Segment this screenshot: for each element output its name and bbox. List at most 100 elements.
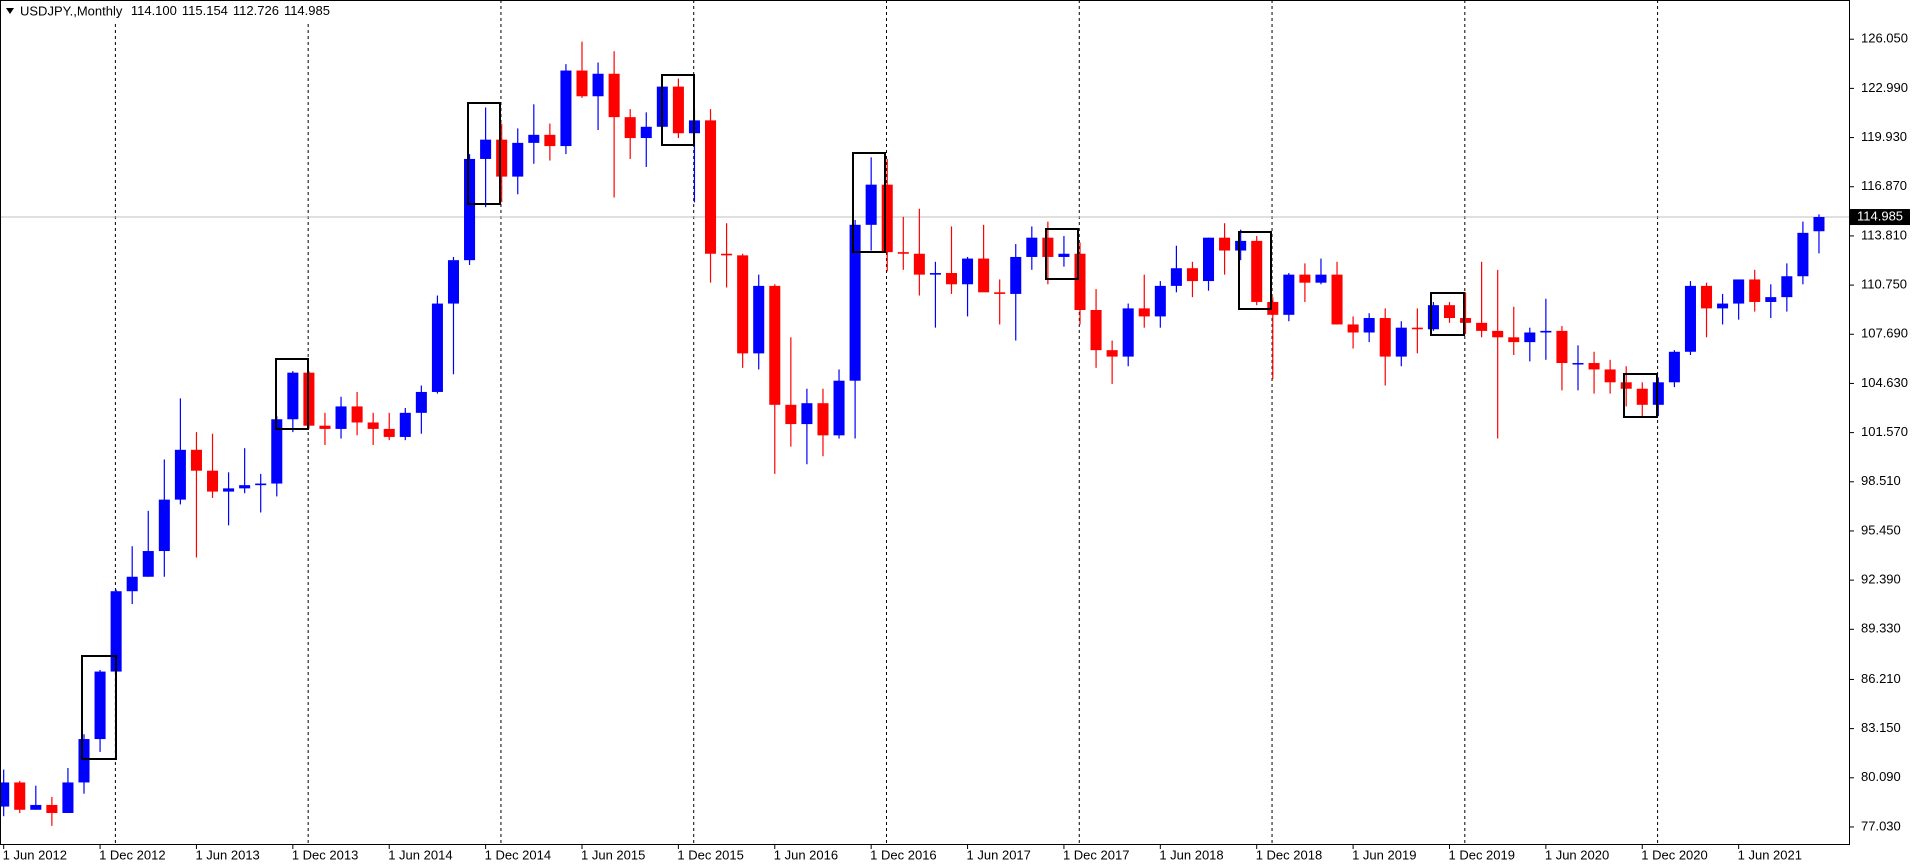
candle-body — [1235, 240, 1247, 251]
candle-body — [158, 499, 170, 552]
candle-body — [399, 412, 411, 437]
candle-body — [1090, 309, 1102, 351]
y-tick-label: 126.050 — [1861, 31, 1908, 46]
y-tick-label: 83.150 — [1861, 720, 1901, 735]
candle-body — [1106, 350, 1118, 357]
candle-body — [1781, 276, 1793, 298]
x-tick-label: 1 Jun 2021 — [1738, 847, 1802, 862]
annotation-box[interactable] — [1623, 373, 1658, 418]
candle-body — [1058, 253, 1070, 257]
candle-body — [1765, 297, 1777, 302]
candle-body — [1042, 237, 1054, 257]
candle-body — [496, 139, 508, 177]
candle-body — [1443, 305, 1456, 319]
x-tick-label: 1 Dec 2013 — [292, 847, 359, 862]
candle-body — [319, 425, 331, 429]
header-value: 112.726 — [233, 3, 279, 18]
candle-body — [897, 252, 909, 254]
y-tick-label: 77.030 — [1861, 818, 1901, 833]
candle-body — [287, 372, 299, 420]
candle-body — [833, 380, 845, 436]
annotation-box[interactable] — [275, 358, 309, 430]
candle-body — [881, 184, 893, 253]
candle-body — [576, 70, 588, 97]
candle-body — [464, 158, 476, 261]
candle-body — [1797, 232, 1809, 277]
x-tick-label: 1 Dec 2016 — [870, 847, 937, 862]
y-tick-label: 80.090 — [1861, 769, 1901, 784]
y-tick-label: 113.810 — [1861, 227, 1907, 242]
candle-body — [1749, 279, 1761, 302]
y-tick-label: 107.690 — [1861, 326, 1908, 341]
candle-body — [592, 73, 604, 97]
candle-body — [431, 303, 443, 392]
x-tick-label: 1 Jun 2015 — [581, 847, 645, 862]
candle-body — [913, 253, 925, 275]
price-axis: 77.030 80.090 83.150 86.210 89.330 92.390 95.4… — [3, 31, 1910, 862]
candle-body — [1556, 330, 1568, 364]
y-tick-label: 101.570 — [1861, 424, 1908, 439]
candle-body — [624, 117, 636, 139]
candle-body — [1251, 240, 1263, 302]
candle-body — [1652, 382, 1664, 405]
candle-body — [1154, 285, 1166, 317]
candle-body — [1476, 322, 1488, 331]
candle-body — [1572, 363, 1584, 365]
candle-body — [1315, 274, 1327, 283]
candle-body — [1717, 303, 1729, 309]
candle-body — [174, 449, 186, 500]
x-tick-label: 1 Jun 2019 — [1352, 847, 1416, 862]
candle-body — [94, 671, 106, 740]
candle-body — [978, 258, 990, 293]
x-tick-label: 1 Jun 2012 — [3, 847, 67, 862]
candle-body — [1524, 332, 1536, 343]
candles — [0, 41, 1825, 826]
y-tick-label: 110.750 — [1861, 277, 1907, 292]
x-tick-label: 1 Dec 2017 — [1063, 847, 1130, 862]
candle-body — [1267, 301, 1279, 315]
x-tick-label: 1 Jun 2014 — [388, 847, 452, 862]
y-tick-label: 116.870 — [1861, 178, 1907, 193]
header-value: 114.100 — [131, 3, 177, 18]
annotation-box[interactable] — [1045, 228, 1079, 280]
candle-body — [1170, 268, 1182, 286]
candle-body — [30, 804, 42, 810]
annotation-box[interactable] — [81, 655, 117, 760]
candle-body — [1122, 308, 1134, 357]
header-value: 114.985 — [284, 3, 330, 18]
candle-body — [1540, 330, 1552, 333]
candle-body — [239, 485, 251, 489]
candle-body — [1379, 318, 1391, 357]
candle-body — [1411, 327, 1423, 330]
candle-body — [1283, 274, 1295, 315]
candle-body — [1636, 388, 1648, 405]
price-tag — [1850, 209, 1910, 226]
candle-body — [1427, 305, 1439, 330]
candle-body — [1138, 308, 1150, 317]
candle-body — [721, 253, 733, 256]
chart-title: USDJPY.,Monthly — [20, 3, 123, 18]
candle-body — [46, 804, 58, 813]
candle-body — [945, 273, 958, 285]
y-tick-label: 95.450 — [1861, 522, 1901, 537]
annotation-box[interactable] — [1238, 231, 1272, 310]
annotation-box[interactable] — [661, 74, 695, 146]
candle-body — [1508, 337, 1520, 343]
annotation-box[interactable] — [852, 152, 886, 253]
x-tick-label: 1 Dec 2014 — [485, 847, 552, 862]
candle-body — [849, 224, 861, 381]
candle-body — [415, 391, 427, 413]
menu-arrow[interactable] — [6, 8, 14, 14]
y-tick-label: 89.330 — [1861, 621, 1901, 636]
candle-body — [62, 782, 74, 813]
x-tick-label: 1 Jun 2017 — [967, 847, 1031, 862]
annotation-box[interactable] — [467, 102, 501, 205]
annotation-box[interactable] — [1430, 292, 1465, 336]
x-tick-label: 1 Dec 2015 — [677, 847, 744, 862]
candle-body — [704, 120, 717, 254]
candle-body — [335, 406, 347, 429]
candle-body — [737, 255, 749, 354]
candle-body — [1460, 318, 1472, 323]
annotations — [81, 74, 1658, 760]
x-tick-label: 1 Jun 2020 — [1545, 847, 1609, 862]
